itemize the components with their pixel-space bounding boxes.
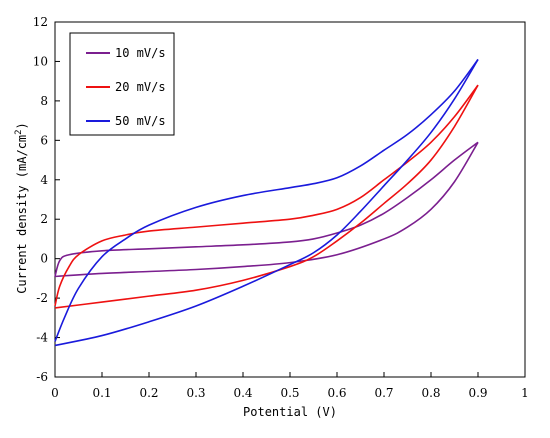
- y-tick-label: 8: [40, 94, 48, 108]
- x-tick-label: 0.5: [280, 386, 299, 400]
- legend-box: [69, 32, 175, 136]
- y-tick-label: 2: [40, 212, 48, 226]
- y-axis-ticks: -6 -4 -2 0 2 4 6 8 10 12: [33, 15, 60, 384]
- y-tick-label: -6: [36, 370, 48, 384]
- y-axis-title: Current density (mA/cm2): [14, 122, 29, 294]
- y-tick-label: 0: [40, 252, 48, 266]
- y-tick-label: 10: [33, 54, 48, 68]
- x-tick-label: 0.1: [92, 386, 111, 400]
- y-tick-label: 4: [40, 173, 48, 187]
- x-tick-label: 0.7: [374, 386, 393, 400]
- y-axis-title-end: ): [15, 122, 29, 129]
- y-tick-label: 12: [33, 15, 48, 29]
- series-10-mv-s-anodic-branch: [54, 141, 479, 277]
- legend-label: 20 mV/s: [115, 80, 166, 94]
- legend: 10 mV/s 20 mV/s 50 mV/s: [69, 32, 175, 136]
- series-20-mv-s-anodic-branch: [54, 84, 479, 307]
- series-50-mv-s-cathodic-branch: [54, 59, 479, 347]
- y-tick-label: 6: [40, 133, 48, 147]
- series-20-mv-s-cathodic-branch: [54, 84, 479, 309]
- x-tick-label: 0.9: [468, 386, 487, 400]
- y-tick-label: -4: [36, 331, 48, 345]
- y-tick-label: -2: [36, 291, 48, 305]
- x-tick-label: 0.2: [139, 386, 158, 400]
- x-tick-label: 0: [51, 386, 59, 400]
- x-axis-title: Potential (V): [243, 405, 337, 419]
- x-tick-label: 0.3: [186, 386, 205, 400]
- x-tick-label: 1: [521, 386, 529, 400]
- x-tick-label: 0.8: [421, 386, 440, 400]
- legend-items: 10 mV/s 20 mV/s 50 mV/s: [86, 46, 166, 128]
- series-10-mv-s-cathodic-branch: [54, 141, 479, 278]
- legend-label: 50 mV/s: [115, 114, 166, 128]
- series-50-mv-s-anodic-branch: [54, 58, 479, 342]
- x-tick-label: 0.4: [233, 386, 252, 400]
- y-axis-title-superscript: 2: [14, 129, 24, 134]
- x-axis-ticks: 0 0.1 0.2 0.3 0.4 0.5 0.6 0.7 0.8 0.9 1: [51, 372, 529, 400]
- legend-label: 10 mV/s: [115, 46, 166, 60]
- series-curves: [54, 58, 479, 347]
- x-tick-label: 0.6: [327, 386, 346, 400]
